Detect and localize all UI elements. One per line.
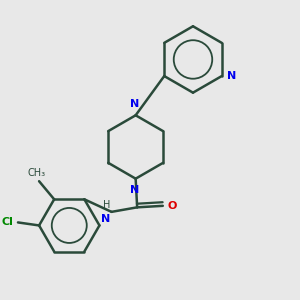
Text: H: H (103, 200, 110, 210)
Text: N: N (101, 214, 110, 224)
Text: Cl: Cl (2, 218, 14, 227)
Text: N: N (130, 185, 139, 195)
Text: CH₃: CH₃ (28, 168, 46, 178)
Text: N: N (227, 71, 236, 81)
Text: N: N (130, 99, 139, 109)
Text: O: O (167, 201, 177, 211)
